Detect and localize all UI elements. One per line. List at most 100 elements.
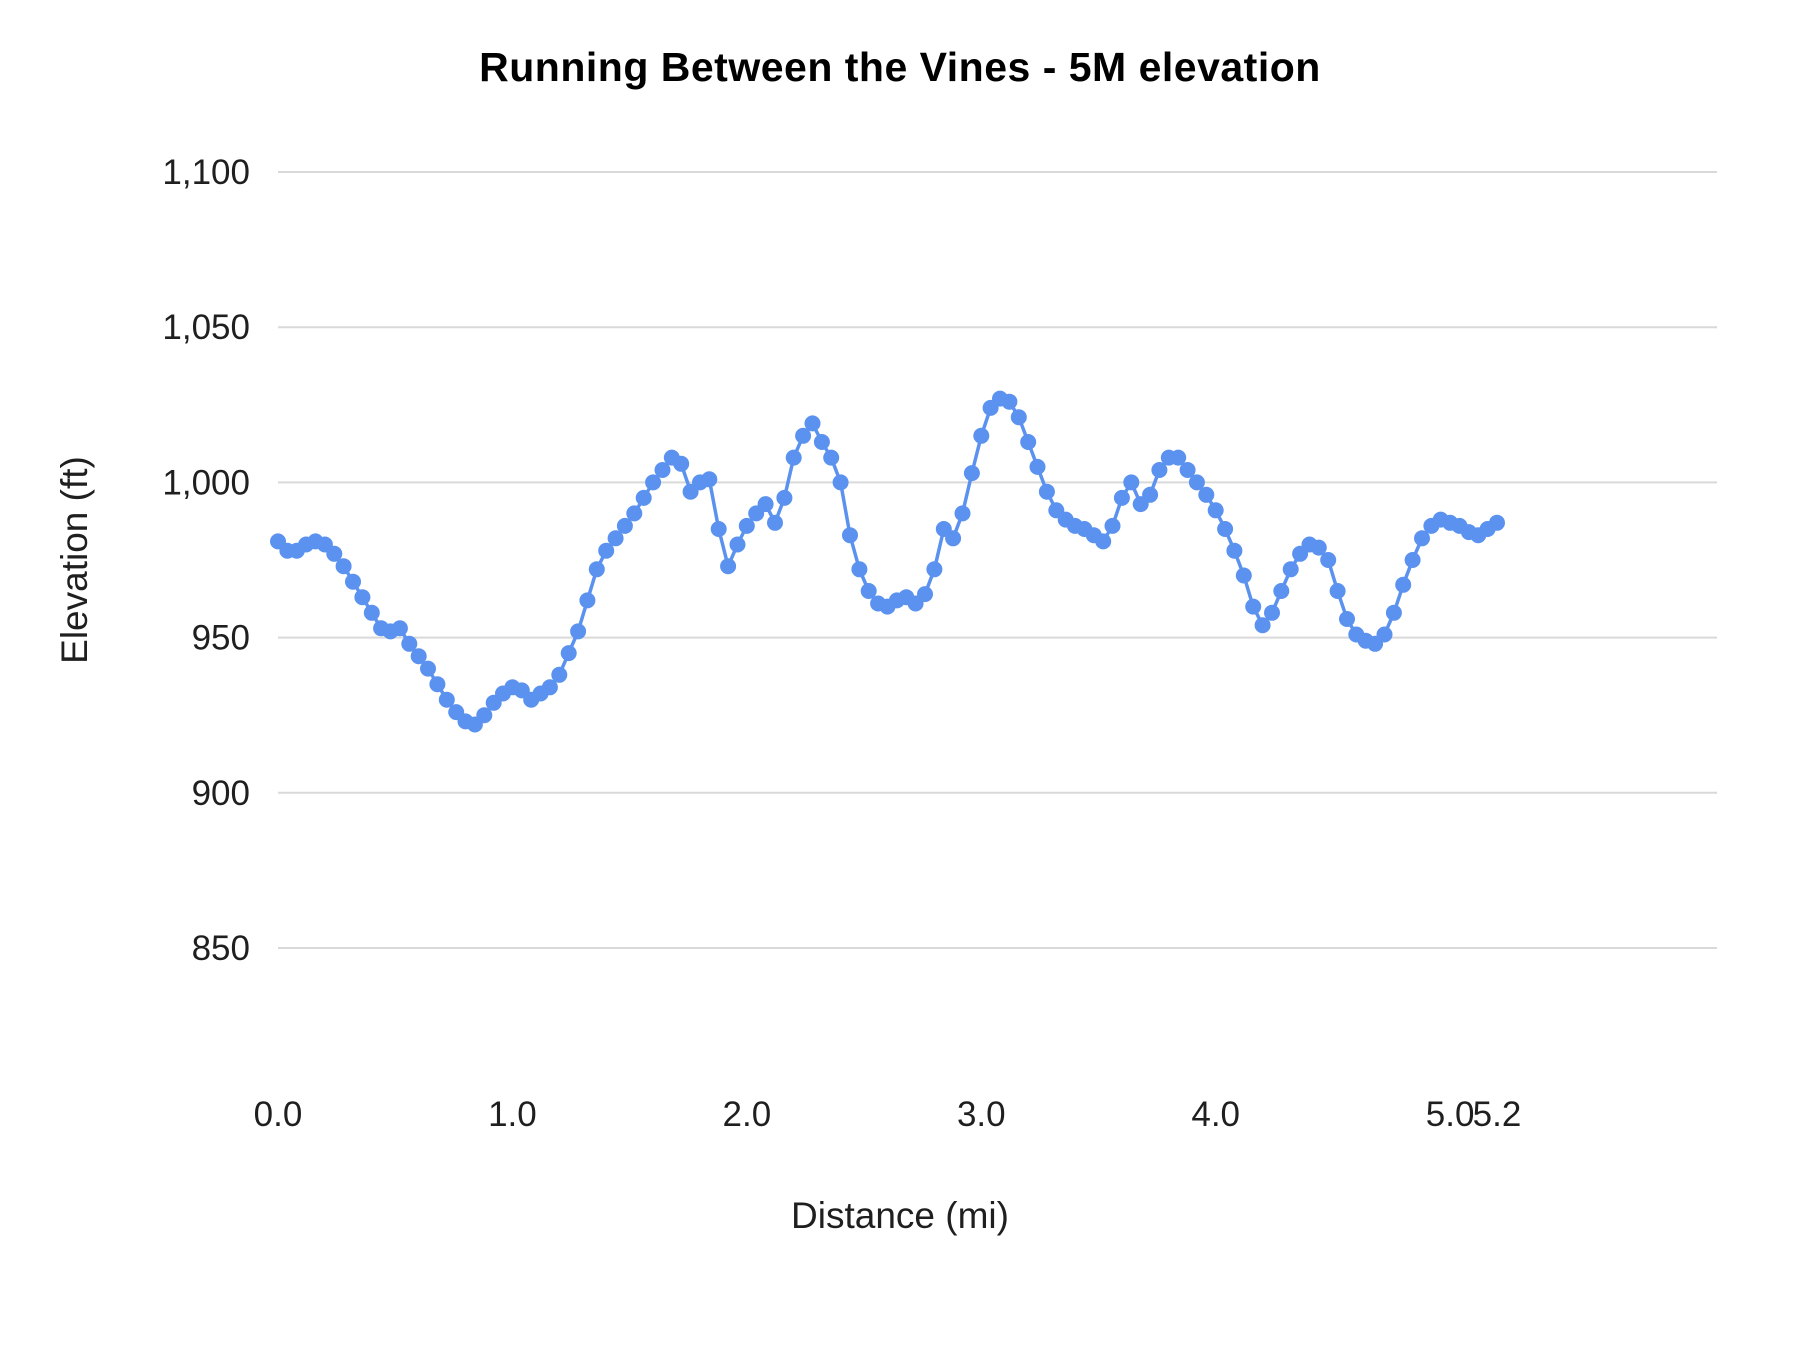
data-point xyxy=(785,449,802,466)
data-point xyxy=(326,545,343,562)
data-point xyxy=(1020,434,1037,450)
data-point xyxy=(757,496,774,513)
data-point xyxy=(1217,521,1234,537)
data-point xyxy=(1038,483,1055,500)
x-tick-label: 4.0 xyxy=(1191,1095,1240,1134)
y-tick-label: 1,000 xyxy=(162,463,250,502)
data-point xyxy=(804,415,821,432)
data-point xyxy=(551,666,568,683)
data-point xyxy=(541,679,558,696)
data-point xyxy=(963,465,980,482)
data-point xyxy=(720,558,737,575)
x-tick-label: 0.0 xyxy=(254,1095,303,1134)
x-tick-label: 5.0 xyxy=(1426,1095,1475,1134)
data-point xyxy=(729,536,746,553)
y-tick-label: 1,050 xyxy=(162,308,250,347)
data-point xyxy=(1320,552,1337,568)
data-point xyxy=(1282,561,1299,578)
data-point xyxy=(1489,514,1505,531)
data-point xyxy=(1113,489,1130,506)
data-point xyxy=(654,462,671,478)
data-point xyxy=(560,645,577,662)
data-point xyxy=(1029,458,1046,475)
data-point xyxy=(860,583,877,599)
data-point xyxy=(1188,474,1205,491)
data-point xyxy=(1104,517,1121,534)
data-point xyxy=(701,471,718,488)
data-point xyxy=(1339,611,1355,627)
x-tick-label: 3.0 xyxy=(957,1095,1006,1134)
data-point xyxy=(823,449,840,466)
data-point xyxy=(635,489,652,506)
data-point xyxy=(851,561,868,578)
data-point xyxy=(1010,409,1027,426)
data-point xyxy=(1123,474,1140,491)
data-point xyxy=(1329,583,1346,599)
y-tick-label: 950 xyxy=(192,619,250,658)
data-point xyxy=(363,604,380,621)
data-point xyxy=(832,474,849,491)
data-point xyxy=(607,530,624,547)
data-point xyxy=(1001,393,1018,410)
data-point xyxy=(1310,539,1327,556)
data-point xyxy=(645,474,662,491)
data-point xyxy=(420,660,436,677)
data-point xyxy=(945,530,962,547)
data-point xyxy=(926,561,943,578)
y-tick-label: 900 xyxy=(192,774,250,813)
data-point xyxy=(1414,530,1430,547)
y-tick-label: 850 xyxy=(192,929,250,968)
data-point xyxy=(776,489,793,506)
data-point xyxy=(570,623,587,640)
data-point xyxy=(588,561,605,578)
data-point xyxy=(579,592,596,609)
data-point xyxy=(1207,502,1224,519)
data-point xyxy=(1376,626,1393,643)
chart-title: Running Between the Vines - 5M elevation xyxy=(479,44,1321,90)
data-point xyxy=(1235,567,1252,584)
data-point xyxy=(354,589,371,606)
data-point xyxy=(973,427,990,444)
data-point xyxy=(438,691,455,708)
x-tick-label: 5.2 xyxy=(1473,1095,1522,1134)
x-axis-title: Distance (mi) xyxy=(791,1195,1009,1236)
data-point xyxy=(1395,576,1412,593)
data-point xyxy=(345,573,361,590)
data-point xyxy=(1095,533,1112,550)
data-point xyxy=(917,586,933,603)
data-point xyxy=(476,707,493,724)
data-point xyxy=(335,558,352,575)
x-tick-label: 2.0 xyxy=(723,1095,772,1134)
x-tick-label: 1.0 xyxy=(488,1095,537,1134)
data-point xyxy=(391,620,408,637)
data-point xyxy=(1179,462,1196,478)
data-point xyxy=(1264,604,1280,621)
data-point xyxy=(401,635,418,652)
data-point xyxy=(1273,583,1290,599)
data-point xyxy=(1142,486,1159,503)
data-point xyxy=(1151,462,1168,478)
data-point xyxy=(1385,604,1402,621)
data-point xyxy=(1245,598,1262,615)
data-point xyxy=(1170,449,1187,466)
data-point xyxy=(842,527,858,544)
data-point xyxy=(598,542,615,559)
data-point xyxy=(1226,542,1243,559)
data-point xyxy=(673,455,690,472)
data-point xyxy=(616,517,633,534)
data-point xyxy=(626,505,643,522)
data-point xyxy=(813,434,830,450)
data-point xyxy=(1254,617,1271,634)
data-point xyxy=(1198,486,1215,503)
data-point xyxy=(410,648,427,665)
data-point xyxy=(795,427,812,444)
data-point xyxy=(954,505,971,522)
data-point xyxy=(710,521,727,537)
data-point xyxy=(429,676,446,693)
data-line xyxy=(276,396,1499,727)
data-point xyxy=(1404,552,1421,568)
y-tick-label: 1,100 xyxy=(162,153,250,192)
data-point xyxy=(738,517,755,534)
